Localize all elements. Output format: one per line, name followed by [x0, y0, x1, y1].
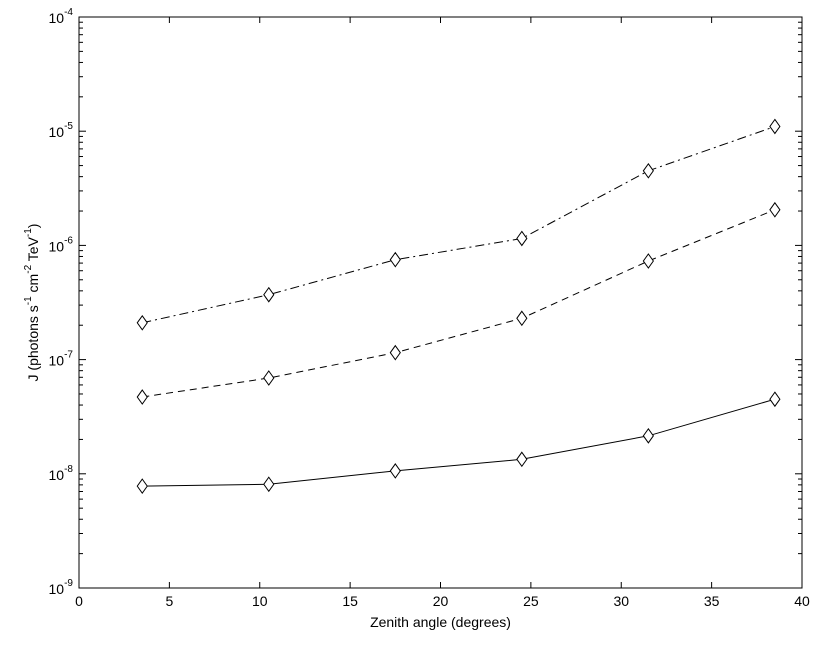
x-tick-label: 5 — [165, 593, 173, 609]
y-tick-label: 10-8 — [49, 464, 74, 483]
data-point-marker — [516, 451, 528, 468]
x-tick-label: 10 — [252, 593, 268, 609]
data-point-marker — [136, 314, 148, 331]
data-point-marker — [642, 427, 654, 444]
y-tick-label: 10-5 — [49, 121, 74, 140]
series-dashed — [136, 201, 781, 405]
y-axis-label: J (photons s-1 cm-2 TeV-1) — [23, 224, 41, 382]
data-point-marker — [389, 463, 401, 479]
series-line — [142, 209, 776, 398]
data-point-marker — [769, 391, 781, 408]
x-tick-label: 15 — [342, 593, 358, 609]
data-point-marker — [642, 162, 654, 179]
series-line — [142, 398, 776, 487]
y-tick-label: 10-7 — [49, 350, 74, 369]
series-solid — [136, 391, 781, 494]
x-tick-label: 20 — [433, 593, 449, 609]
data-point-marker — [263, 286, 275, 303]
data-point-marker — [642, 253, 654, 269]
x-tick-label: 25 — [523, 593, 539, 609]
y-tick-label: 10-4 — [49, 7, 74, 26]
data-point-marker — [516, 230, 528, 247]
x-tick-label: 0 — [75, 593, 83, 609]
x-axis-label: Zenith angle (degrees) — [370, 614, 511, 630]
x-tick-label: 30 — [613, 593, 629, 609]
x-axis-ticks: 0 5 10 15 20 25 30 35 40 — [75, 17, 810, 609]
data-point-marker — [516, 310, 528, 327]
series-line — [142, 126, 776, 324]
y-tick-label: 10-6 — [49, 235, 74, 254]
data-point-marker — [136, 478, 148, 494]
data-point-marker — [263, 370, 275, 386]
data-point-marker — [769, 118, 781, 135]
series-dashdot — [136, 118, 781, 331]
y-axis-ticks: 10-9 10-8 10-7 10-6 10-5 10-4 — [49, 7, 802, 597]
data-point-marker — [263, 476, 275, 493]
data-point-marker — [389, 251, 401, 268]
plot-frame — [78, 16, 803, 589]
x-tick-label: 40 — [794, 593, 810, 609]
data-point-marker — [136, 389, 148, 405]
data-point-marker — [389, 344, 401, 361]
series-layer — [136, 118, 781, 494]
y-tick-label: 10-9 — [49, 578, 74, 597]
data-point-marker — [769, 201, 781, 218]
x-tick-label: 35 — [704, 593, 720, 609]
